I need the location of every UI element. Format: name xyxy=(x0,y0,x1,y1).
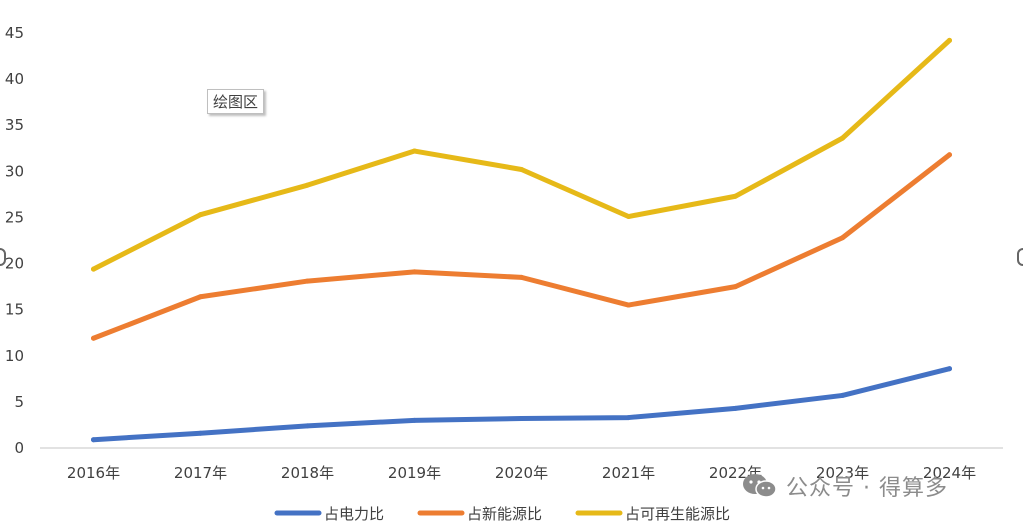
data-point xyxy=(733,284,738,290)
data-point xyxy=(519,166,524,172)
left-resize-handle[interactable] xyxy=(0,248,6,266)
data-point xyxy=(733,193,738,199)
watermark: 公众号 · 得算多 xyxy=(740,470,948,502)
data-point xyxy=(198,294,203,300)
data-point xyxy=(840,392,845,398)
data-point xyxy=(91,266,96,272)
series-line-2 xyxy=(91,37,952,272)
x-tick-label: 2019年 xyxy=(388,464,441,482)
data-point xyxy=(305,423,310,429)
data-point xyxy=(305,182,310,188)
data-point xyxy=(840,135,845,141)
data-point xyxy=(947,152,952,158)
y-tick-label: 45 xyxy=(5,24,24,42)
x-tick-label: 2023年 xyxy=(816,464,869,482)
data-point xyxy=(519,415,524,421)
data-point xyxy=(91,437,96,443)
y-tick-label: 10 xyxy=(5,347,24,365)
x-tick-label: 2024年 xyxy=(923,464,976,482)
watermark-text: 公众号 · 得算多 xyxy=(786,476,948,501)
y-tick-label: 15 xyxy=(5,301,24,319)
data-point xyxy=(198,430,203,436)
data-point xyxy=(412,269,417,275)
data-point xyxy=(947,37,952,43)
x-tick-label: 2017年 xyxy=(174,464,227,482)
y-tick-label: 25 xyxy=(5,208,24,226)
x-tick-label: 2018年 xyxy=(281,464,334,482)
y-tick-label: 35 xyxy=(5,116,24,134)
legend-label: 占电力比 xyxy=(324,505,384,523)
y-tick-label: 20 xyxy=(5,255,24,273)
legend: 占电力比 占新能源比 占可再生能源比 xyxy=(274,505,730,523)
plot-area-tooltip: 绘图区 xyxy=(207,89,265,114)
series-line-0 xyxy=(91,366,952,443)
right-resize-handle[interactable] xyxy=(1017,248,1023,266)
legend-label: 占可再生能源比 xyxy=(625,505,730,523)
x-tick-label: 2020年 xyxy=(495,464,548,482)
data-point xyxy=(198,212,203,218)
data-point xyxy=(305,278,310,284)
series-lines xyxy=(91,37,952,443)
data-point xyxy=(519,274,524,280)
data-point xyxy=(626,415,631,421)
y-tick-label: 40 xyxy=(5,70,24,88)
data-point xyxy=(840,235,845,241)
data-point xyxy=(626,302,631,308)
data-point xyxy=(733,405,738,411)
x-tick-label: 2016年 xyxy=(67,464,120,482)
y-tick-label: 5 xyxy=(14,393,24,411)
data-point xyxy=(91,335,96,341)
series-line-1 xyxy=(91,152,952,341)
data-point xyxy=(947,366,952,372)
data-point xyxy=(626,214,631,220)
y-axis-ticks: 0 5 10 15 20 25 30 35 40 45 xyxy=(5,24,24,457)
y-tick-label: 0 xyxy=(14,439,24,457)
data-point xyxy=(412,148,417,154)
data-point xyxy=(412,417,417,423)
y-tick-label: 30 xyxy=(5,162,24,180)
legend-label: 占新能源比 xyxy=(467,505,542,523)
wechat-icon xyxy=(743,474,777,498)
x-tick-label: 2021年 xyxy=(602,464,655,482)
